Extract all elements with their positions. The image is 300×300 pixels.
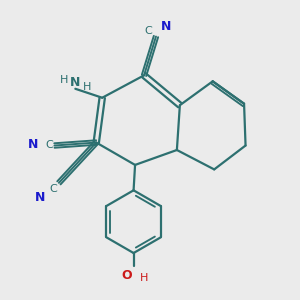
Text: C: C: [45, 140, 53, 150]
Text: O: O: [122, 269, 132, 282]
Text: C: C: [145, 26, 152, 36]
Text: H: H: [59, 75, 68, 85]
Text: N: N: [70, 76, 80, 89]
Text: C: C: [50, 184, 57, 194]
Text: N: N: [161, 20, 172, 33]
Text: N: N: [28, 138, 38, 152]
Text: H: H: [83, 82, 91, 92]
Text: H: H: [140, 273, 148, 283]
Text: N: N: [35, 191, 46, 204]
